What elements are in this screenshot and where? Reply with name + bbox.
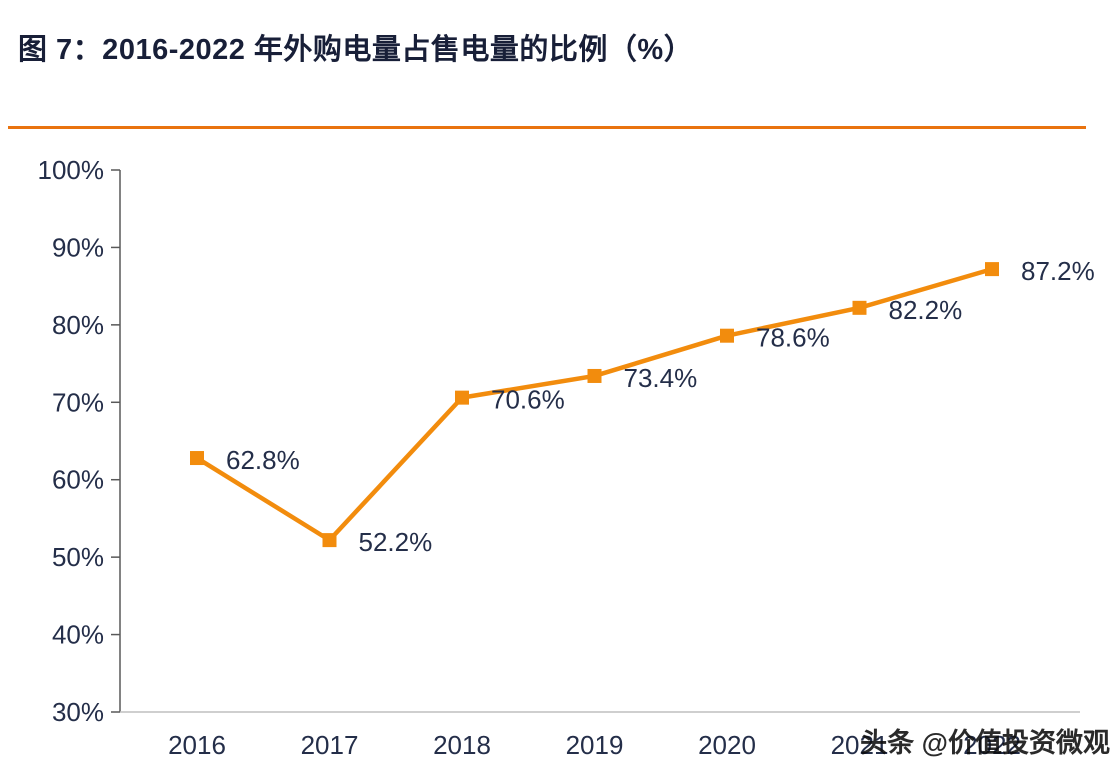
x-axis-label: 2018 bbox=[433, 730, 491, 760]
data-point-marker bbox=[852, 300, 867, 315]
data-point-label: 87.2% bbox=[1021, 256, 1095, 286]
data-point-label: 70.6% bbox=[491, 385, 565, 415]
x-axis-label: 2017 bbox=[301, 730, 359, 760]
data-point-label: 62.8% bbox=[226, 445, 300, 475]
data-point-marker bbox=[985, 262, 999, 277]
watermark: 头条 @价值投资微观 bbox=[860, 728, 1110, 758]
data-point-label: 52.2% bbox=[359, 527, 433, 557]
data-point-marker bbox=[720, 328, 734, 343]
x-axis-label: 2021 bbox=[831, 730, 889, 760]
y-axis-label: 50% bbox=[52, 542, 104, 572]
x-axis-label: 2016 bbox=[168, 730, 226, 760]
data-point-label: 73.4% bbox=[624, 363, 698, 393]
line-chart: 30% 40% 50% 60% 70% 80% 90% 100% 2016 2017 2018 201… bbox=[38, 155, 1095, 760]
y-axis-label: 30% bbox=[52, 697, 104, 727]
data-point-marker bbox=[455, 390, 469, 405]
y-axis-label: 40% bbox=[52, 620, 104, 650]
x-axis-label: 2022 bbox=[963, 730, 1021, 760]
y-axis-label: 100% bbox=[38, 155, 105, 185]
data-point-marker bbox=[190, 451, 204, 466]
data-point-label: 78.6% bbox=[756, 323, 830, 353]
y-axis-label: 90% bbox=[52, 232, 104, 262]
title-divider bbox=[8, 126, 1086, 129]
data-point-label: 82.2% bbox=[889, 295, 963, 325]
data-point-marker bbox=[322, 533, 337, 548]
x-axis-label: 2019 bbox=[566, 730, 624, 760]
y-axis-label: 70% bbox=[52, 387, 104, 417]
data-point-marker bbox=[587, 368, 602, 383]
figure-title: 图 7：2016-2022 年外购电量占售电量的比例（%） bbox=[18, 34, 694, 66]
data-line bbox=[194, 266, 995, 543]
y-axis-label: 80% bbox=[52, 310, 104, 340]
x-axis-label: 2020 bbox=[698, 730, 756, 760]
y-axis-label: 60% bbox=[52, 465, 104, 495]
